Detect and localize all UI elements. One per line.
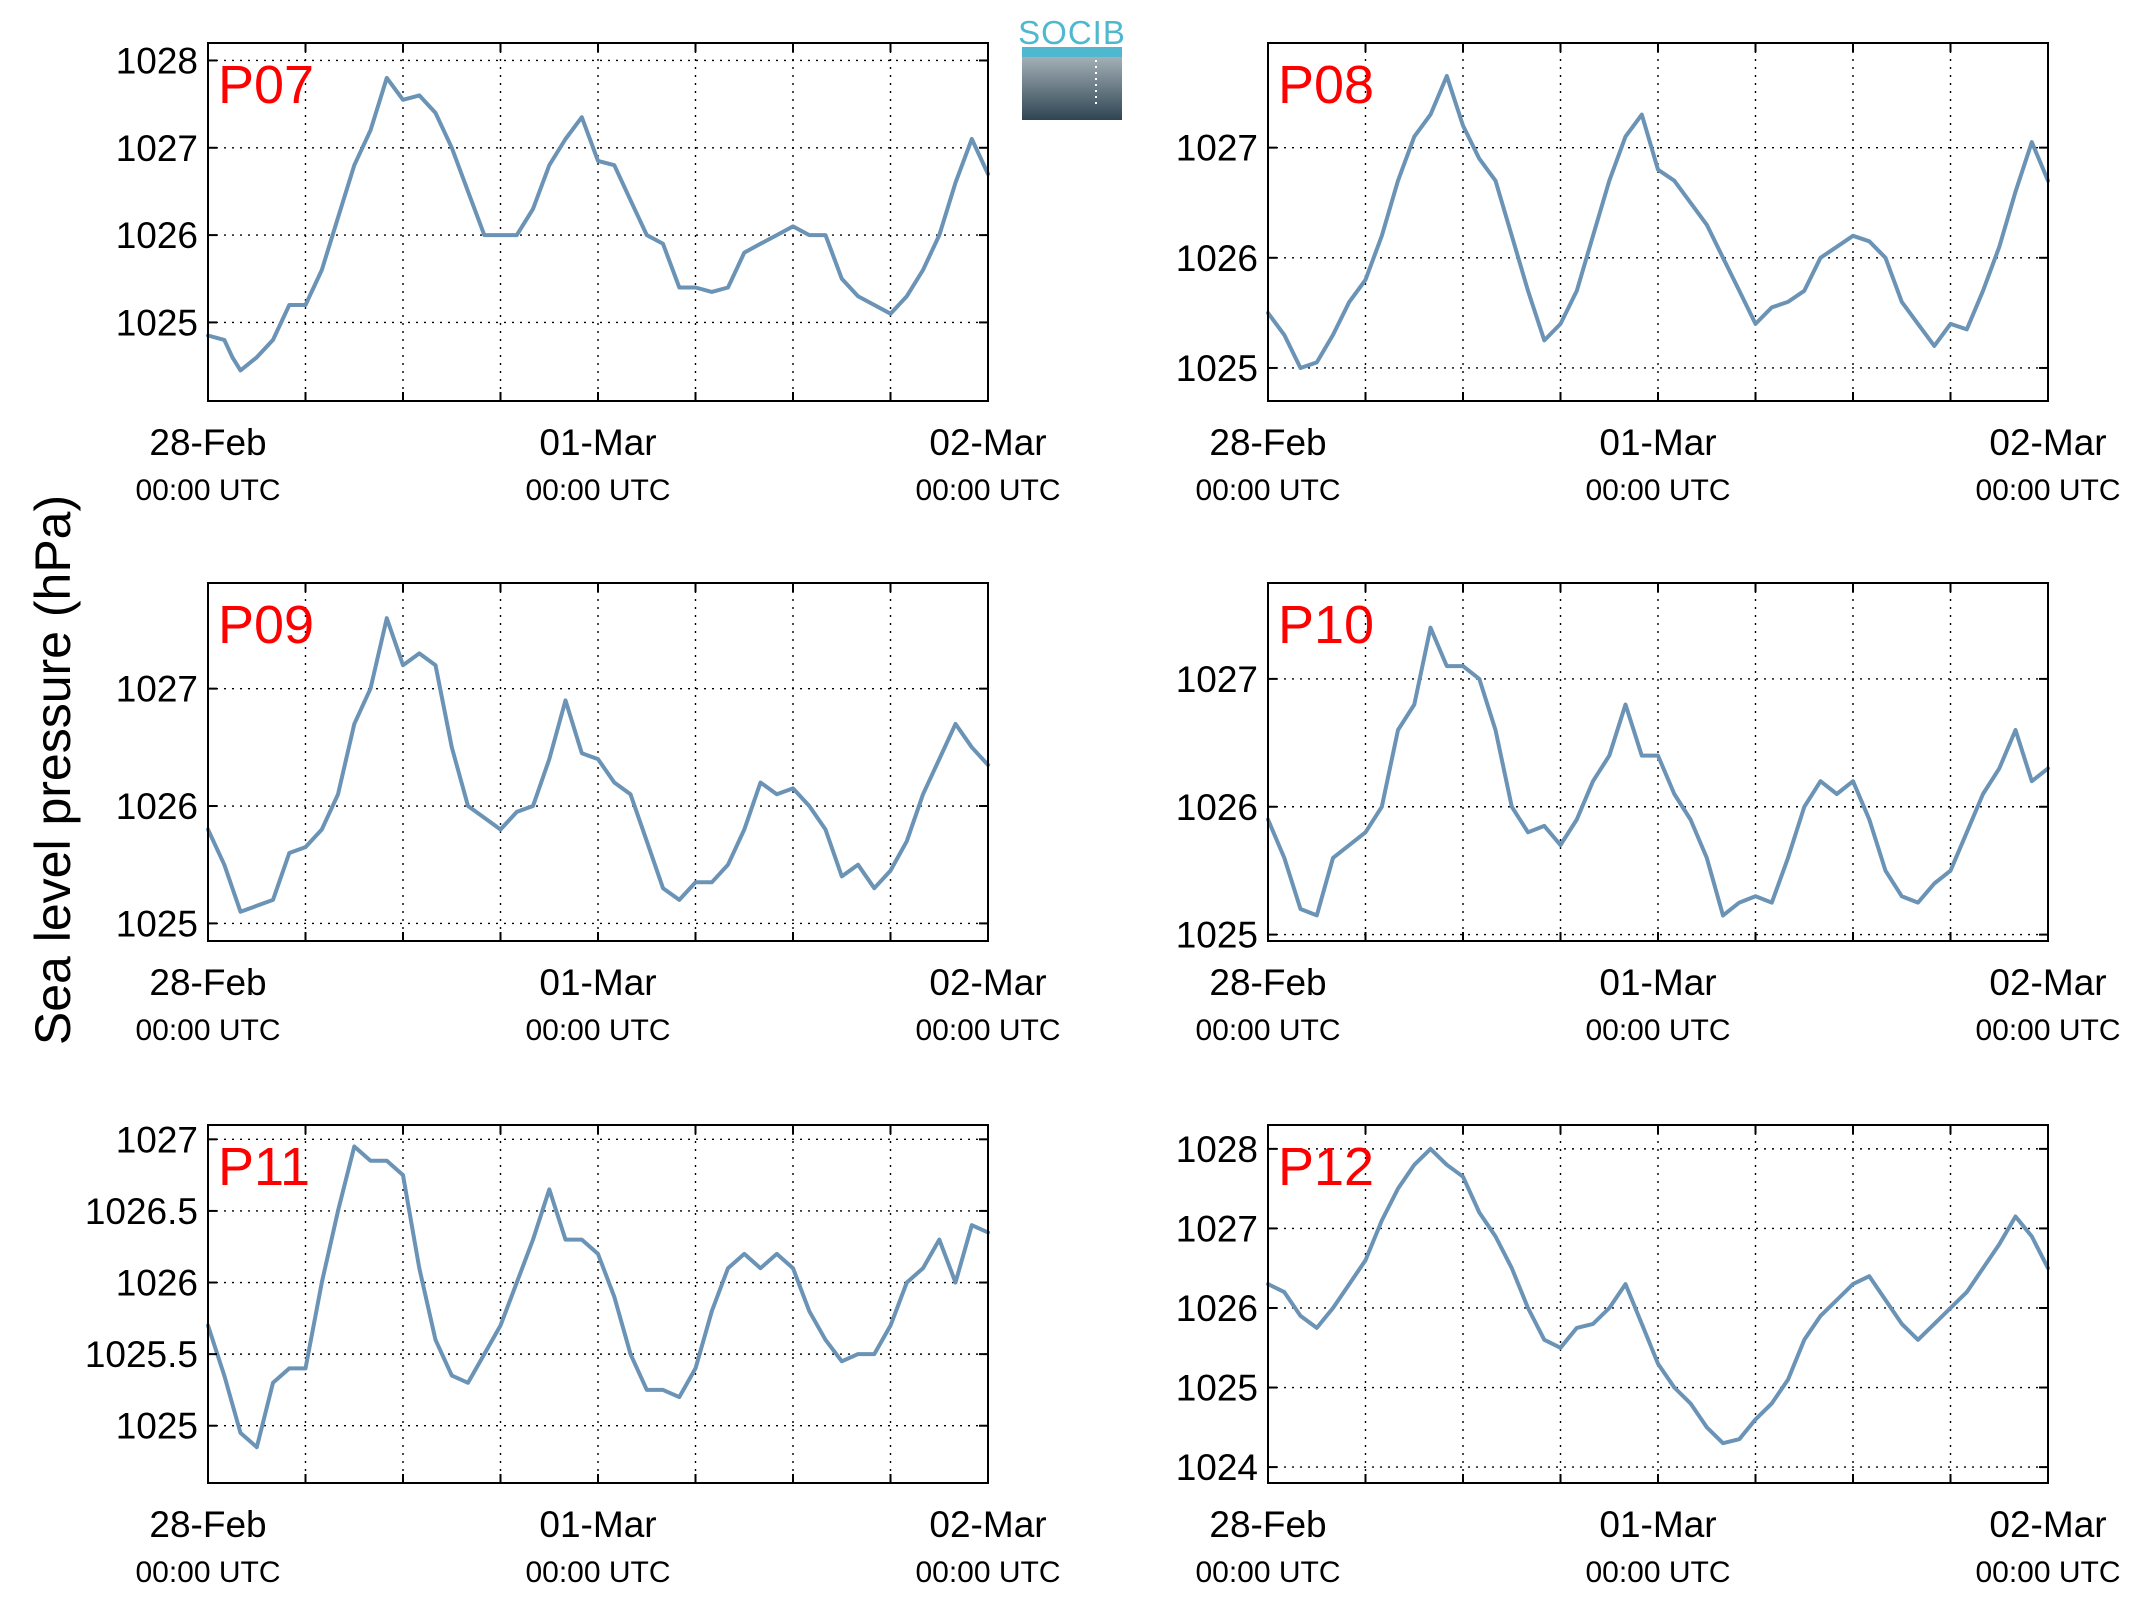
x-tick-label-date: 28-Feb	[149, 422, 266, 463]
x-tick-label-date: 02-Mar	[1989, 422, 2106, 463]
plot-area	[1268, 583, 2048, 941]
socib-logo-text: SOCIB	[1018, 14, 1126, 51]
x-tick-label-time: 00:00 UTC	[1585, 1014, 1730, 1047]
y-tick-label: 1027	[116, 1119, 198, 1160]
x-tick-label-date: 01-Mar	[539, 1504, 656, 1545]
y-tick-label: 1024	[1176, 1447, 1258, 1488]
x-tick-label-date: 02-Mar	[929, 422, 1046, 463]
series-line	[206, 616, 990, 914]
x-tick-label-time: 00:00 UTC	[135, 1014, 280, 1047]
y-tick-label: 1026	[116, 1263, 198, 1304]
panel-label: P10	[1278, 595, 1374, 655]
x-tick-label-date: 28-Feb	[1209, 1504, 1326, 1545]
x-tick-label-date: 01-Mar	[1599, 1504, 1716, 1545]
chart-panel-p11: 1025 1025.5 1026 1026.5 1027 28-Feb 00:00 UTC 0…	[85, 1119, 1061, 1589]
x-tick-label-date: 02-Mar	[1989, 1504, 2106, 1545]
x-tick-label-time: 00:00 UTC	[525, 1556, 670, 1589]
y-tick-label: 1025.5	[85, 1334, 198, 1375]
plot-area	[208, 1125, 988, 1483]
panel-label: P09	[218, 595, 314, 655]
panel-label: P12	[1278, 1137, 1374, 1197]
y-tick-label: 1026	[1176, 238, 1258, 279]
chart-panel-p08: 1025 1026 1027 28-Feb 00:00 UTC 01-Mar 00:00 U…	[1176, 42, 2121, 507]
chart-panel-p07: 1025 1026 1027 1028 28-Feb 00:00 UTC 01-Mar 00:…	[116, 40, 1061, 507]
x-tick-label-time: 00:00 UTC	[1585, 474, 1730, 507]
chart-panel-p12: 1024 1025 1026 1027 1028 28-Feb 00:00 UTC 01-Ma…	[1176, 1124, 2121, 1589]
x-tick-label-date: 01-Mar	[1599, 422, 1716, 463]
x-tick-label-time: 00:00 UTC	[1195, 1014, 1340, 1047]
y-tick-label: 1025	[1176, 915, 1258, 956]
x-tick-label-time: 00:00 UTC	[1975, 1556, 2120, 1589]
x-tick-label-time: 00:00 UTC	[525, 1014, 670, 1047]
x-tick-label-time: 00:00 UTC	[1195, 474, 1340, 507]
panel-label: P11	[218, 1137, 310, 1197]
x-tick-label-time: 00:00 UTC	[1195, 1556, 1340, 1589]
x-tick-label-time: 00:00 UTC	[915, 1556, 1060, 1589]
plot-area	[1268, 43, 2048, 401]
plot-area	[1268, 1125, 2048, 1483]
y-tick-label: 1027	[1176, 1208, 1258, 1249]
y-tick-label: 1025	[116, 1406, 198, 1447]
grid	[208, 43, 988, 401]
series-line	[1266, 74, 2050, 370]
x-tick-label-time: 00:00 UTC	[915, 1014, 1060, 1047]
x-tick-label-date: 28-Feb	[149, 962, 266, 1003]
grid	[1268, 583, 2048, 941]
chart-panel-p10: 1025 1026 1027 28-Feb 00:00 UTC 01-Mar 00:00 U…	[1176, 582, 2121, 1047]
y-tick-label: 1027	[1176, 128, 1258, 169]
x-tick-label-time: 00:00 UTC	[1585, 1556, 1730, 1589]
socib-logo-block	[1022, 55, 1122, 120]
series-line	[1266, 1146, 2050, 1446]
series-line	[206, 75, 990, 373]
grid	[208, 583, 988, 941]
y-tick-label: 1026	[116, 215, 198, 256]
y-axis-label: Sea level pressure (hPa)	[25, 495, 81, 1045]
y-tick-label: 1027	[116, 669, 198, 710]
y-tick-label: 1028	[116, 40, 198, 81]
y-tick-label: 1028	[1176, 1129, 1258, 1170]
socib-logo-band	[1022, 47, 1122, 57]
chart-panels: 1025 1026 1027 1028 28-Feb 00:00 UTC 01-Mar 00:…	[85, 40, 2121, 1589]
x-tick-label-time: 00:00 UTC	[1975, 1014, 2120, 1047]
x-tick-label-time: 00:00 UTC	[135, 1556, 280, 1589]
panel-label: P07	[218, 55, 314, 115]
x-tick-label-date: 28-Feb	[149, 1504, 266, 1545]
grid	[1268, 1125, 2048, 1483]
y-tick-label: 1026	[1176, 1288, 1258, 1329]
y-tick-label: 1027	[116, 128, 198, 169]
x-tick-label-time: 00:00 UTC	[525, 474, 670, 507]
y-tick-label: 1025	[1176, 1368, 1258, 1409]
x-tick-label-time: 00:00 UTC	[135, 474, 280, 507]
x-tick-label-date: 01-Mar	[1599, 962, 1716, 1003]
x-tick-label-date: 01-Mar	[539, 422, 656, 463]
y-tick-label: 1027	[1176, 659, 1258, 700]
chart-panel-p09: 1025 1026 1027 28-Feb 00:00 UTC 01-Mar 00:00 U…	[116, 582, 1061, 1047]
x-tick-label-date: 02-Mar	[1989, 962, 2106, 1003]
y-tick-label: 1026	[116, 786, 198, 827]
x-tick-label-date: 02-Mar	[929, 962, 1046, 1003]
x-tick-label-date: 28-Feb	[1209, 962, 1326, 1003]
socib-logo: SOCIB	[1018, 14, 1126, 120]
y-tick-label: 1026.5	[85, 1191, 198, 1232]
grid	[1268, 43, 2048, 401]
x-tick-label-date: 28-Feb	[1209, 422, 1326, 463]
series-line	[206, 1144, 990, 1450]
series-line	[1266, 625, 2050, 918]
x-tick-label-time: 00:00 UTC	[1975, 474, 2120, 507]
x-tick-label-time: 00:00 UTC	[915, 474, 1060, 507]
x-tick-label-date: 01-Mar	[539, 962, 656, 1003]
panel-label: P08	[1278, 55, 1374, 115]
x-tick-label-date: 02-Mar	[929, 1504, 1046, 1545]
y-tick-label: 1025	[116, 903, 198, 944]
y-tick-label: 1025	[1176, 348, 1258, 389]
y-tick-label: 1025	[116, 302, 198, 343]
y-tick-label: 1026	[1176, 787, 1258, 828]
